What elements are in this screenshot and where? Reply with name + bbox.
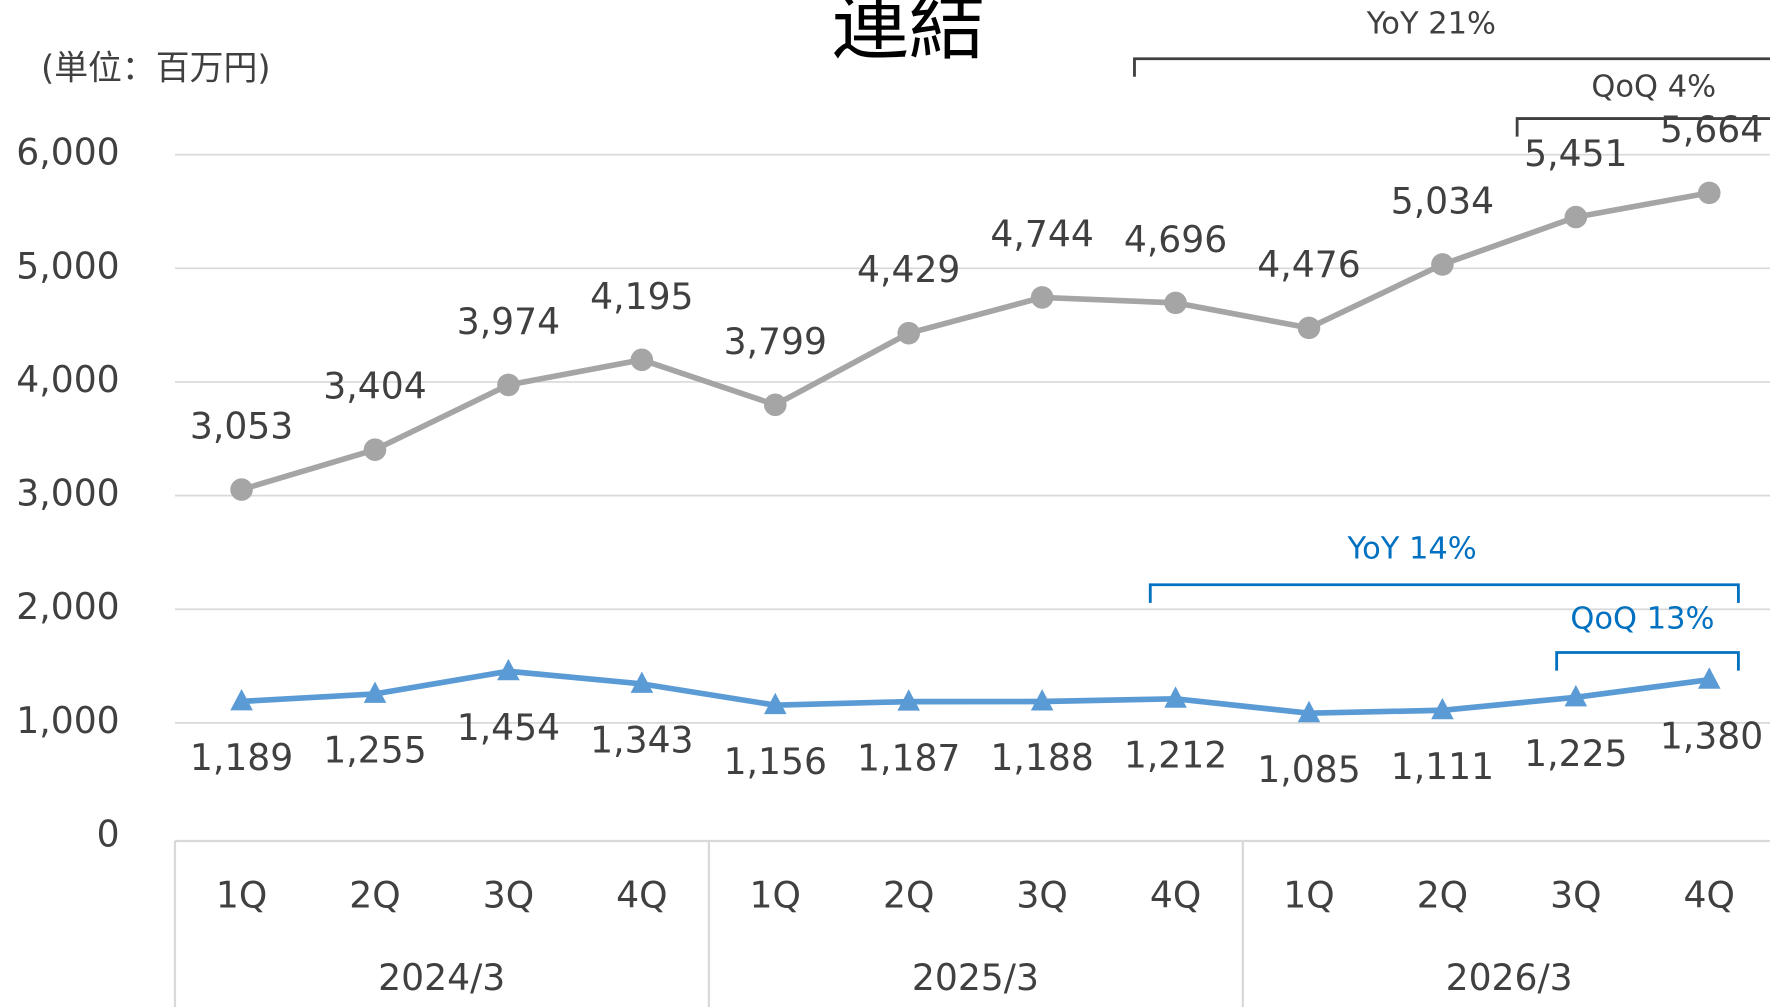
data-label: 3,799 — [724, 320, 827, 363]
marker — [497, 658, 520, 681]
marker — [497, 373, 520, 397]
data-label: 1,189 — [190, 736, 293, 779]
y-tick-label: 1,000 — [16, 699, 119, 742]
marker — [363, 681, 387, 703]
annotation: QoQ 13% — [1570, 601, 1714, 636]
bracket — [1515, 117, 1770, 137]
bracket — [1555, 651, 1740, 671]
data-label: 1,187 — [857, 736, 960, 779]
marker — [897, 689, 920, 711]
marker — [1297, 700, 1321, 723]
data-label: 4,429 — [857, 248, 960, 291]
y-tick-label: 5,000 — [16, 244, 119, 287]
y-tick-label: 4,000 — [16, 358, 119, 401]
x-tick-label: 3Q — [1016, 873, 1067, 916]
marker — [630, 671, 654, 693]
x-tick-label: 3Q — [1550, 873, 1601, 916]
data-label: 1,188 — [990, 736, 1093, 779]
group-label: 2025/3 — [912, 956, 1039, 999]
series-line — [241, 668, 1710, 717]
marker — [630, 348, 654, 372]
marker — [897, 321, 920, 345]
marker — [1164, 686, 1187, 708]
data-label: 1,085 — [1257, 748, 1360, 791]
marker — [230, 688, 253, 711]
marker — [1564, 684, 1588, 707]
group-label: 2026/3 — [1446, 956, 1573, 999]
marker — [763, 393, 787, 417]
data-label: 1,111 — [1391, 745, 1494, 788]
x-tick-label: 4Q — [1150, 873, 1201, 916]
marker — [1697, 181, 1721, 205]
data-label: 5,664 — [1660, 108, 1763, 151]
x-tick-label: 4Q — [616, 873, 667, 916]
data-label: 1,454 — [457, 706, 560, 749]
x-tick-label: 3Q — [483, 873, 534, 916]
data-label: 3,404 — [323, 365, 426, 408]
marker — [763, 692, 787, 715]
data-label: 1,156 — [724, 740, 827, 783]
x-tick-label: 2Q — [883, 873, 934, 916]
data-label: 4,195 — [590, 275, 693, 318]
marker — [230, 478, 253, 501]
x-tick-label: 1Q — [750, 873, 801, 916]
marker — [1697, 667, 1721, 689]
marker — [1030, 286, 1054, 309]
marker — [1164, 291, 1187, 315]
y-tick-label: 6,000 — [16, 131, 119, 174]
x-tick-label: 1Q — [216, 873, 267, 916]
data-label: 1,380 — [1660, 714, 1763, 757]
group-label: 2024/3 — [378, 956, 505, 999]
data-label: 4,476 — [1257, 243, 1360, 286]
annotation: YoY 21% — [1366, 6, 1496, 41]
data-label: 1,212 — [1124, 733, 1227, 776]
data-label: 3,974 — [457, 300, 560, 343]
marker — [1030, 689, 1054, 711]
x-tick-label: 2Q — [349, 873, 400, 916]
data-label: 1,343 — [590, 719, 693, 762]
data-label: 3,053 — [190, 405, 293, 448]
unit-label: (単位：百万円) — [41, 49, 271, 88]
x-tick-label: 4Q — [1684, 873, 1735, 916]
y-tick-label: 2,000 — [16, 585, 119, 628]
data-label: 1,255 — [323, 729, 426, 772]
marker — [1431, 697, 1454, 720]
y-tick-label: 0 — [97, 813, 120, 856]
annotation: QoQ 4% — [1591, 70, 1716, 105]
chart-title: 連結 — [832, 0, 986, 72]
series-line — [240, 190, 1710, 493]
bracket — [1148, 583, 1740, 603]
data-label: 4,696 — [1124, 218, 1227, 261]
marker — [1431, 253, 1454, 276]
data-label: 5,451 — [1524, 132, 1627, 175]
bracket — [1133, 57, 1770, 77]
data-label: 1,225 — [1524, 732, 1627, 775]
marker — [363, 438, 387, 461]
marker — [1564, 205, 1588, 229]
x-tick-label: 1Q — [1283, 873, 1334, 916]
y-tick-label: 3,000 — [16, 472, 119, 515]
x-tick-label: 2Q — [1417, 873, 1468, 916]
data-label: 5,034 — [1391, 180, 1494, 223]
annotation: YoY 14% — [1347, 531, 1477, 566]
data-label: 4,744 — [990, 212, 1093, 255]
marker — [1297, 316, 1321, 340]
